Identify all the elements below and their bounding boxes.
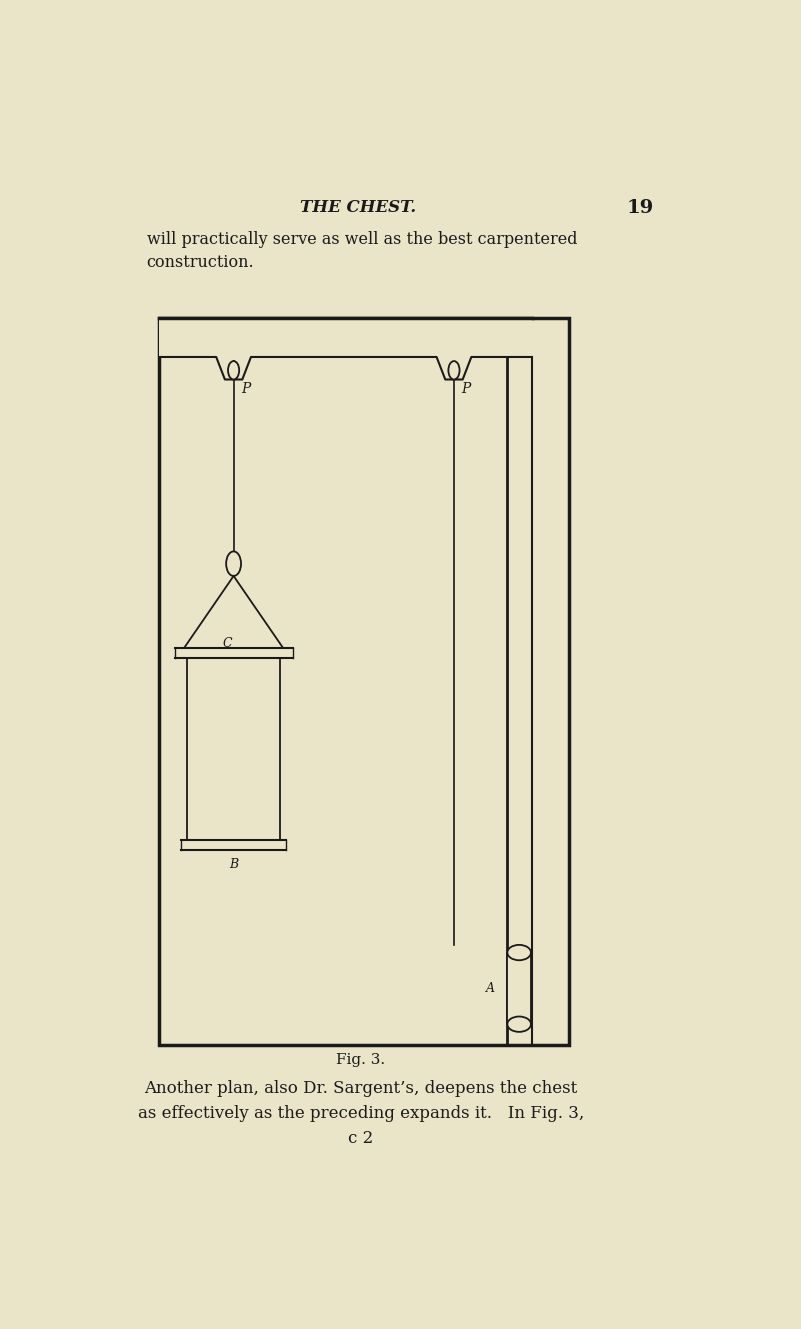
Circle shape xyxy=(228,361,239,380)
Text: as effectively as the preceding expands it.   In Fig. 3,: as effectively as the preceding expands … xyxy=(138,1104,584,1122)
Text: P: P xyxy=(241,381,251,396)
Bar xyxy=(159,318,532,358)
Bar xyxy=(507,953,531,1025)
Bar xyxy=(187,658,280,845)
Text: construction.: construction. xyxy=(147,254,254,271)
Text: B: B xyxy=(229,859,238,872)
Circle shape xyxy=(449,361,460,380)
Bar xyxy=(159,318,569,1045)
Text: 19: 19 xyxy=(626,199,654,218)
Text: will practically serve as well as the best carpentered: will practically serve as well as the be… xyxy=(147,231,578,249)
Bar xyxy=(181,840,286,851)
Text: A: A xyxy=(486,982,495,995)
Text: THE CHEST.: THE CHEST. xyxy=(300,199,416,217)
Text: C: C xyxy=(223,637,232,650)
Bar xyxy=(175,647,292,658)
Ellipse shape xyxy=(507,1017,531,1031)
Text: Another plan, also Dr. Sargent’s, deepens the chest: Another plan, also Dr. Sargent’s, deepen… xyxy=(144,1080,578,1098)
Text: Fig. 3.: Fig. 3. xyxy=(336,1053,385,1067)
Text: c 2: c 2 xyxy=(348,1130,373,1147)
Text: P: P xyxy=(461,381,471,396)
Ellipse shape xyxy=(507,945,531,961)
